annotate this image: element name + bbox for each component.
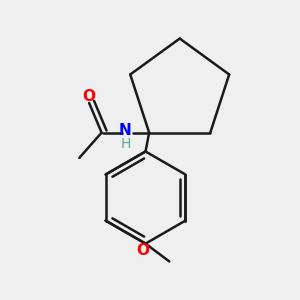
Text: O: O <box>137 243 150 258</box>
Text: N: N <box>119 123 132 138</box>
Text: O: O <box>82 89 96 104</box>
Text: H: H <box>120 137 130 151</box>
